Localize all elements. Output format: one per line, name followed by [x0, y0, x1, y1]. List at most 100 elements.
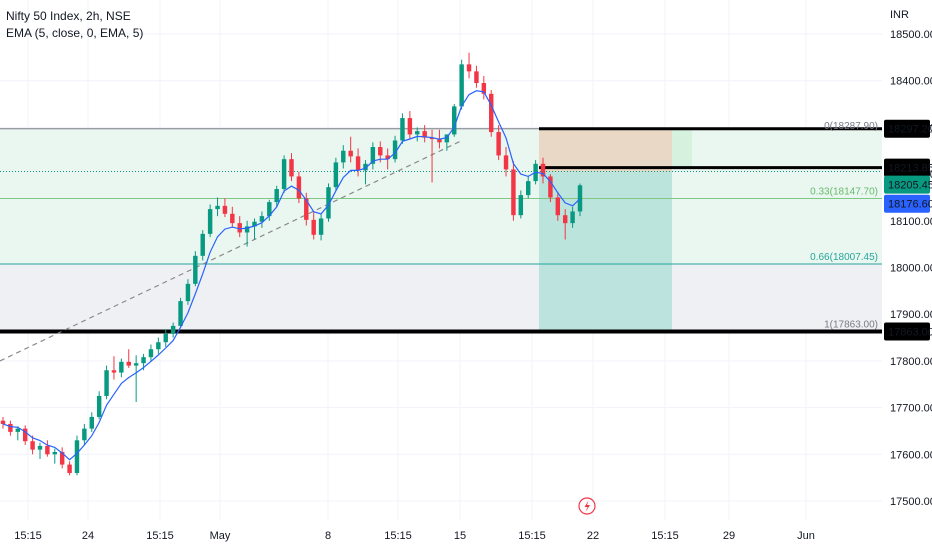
x-tick-label: 29 [723, 530, 735, 542]
candle-body[interactable] [444, 134, 450, 143]
candle-body[interactable] [67, 464, 72, 473]
candle-body[interactable] [148, 349, 154, 358]
y-tick-label: 17600.00 [890, 449, 932, 461]
candle-body[interactable] [82, 428, 87, 441]
candle-body[interactable] [215, 205, 220, 210]
candle-body[interactable] [341, 150, 346, 163]
candle-body[interactable] [37, 445, 43, 450]
candle-body[interactable] [481, 83, 487, 94]
candle-body[interactable] [74, 440, 80, 473]
candle-body[interactable] [489, 93, 494, 133]
candle-body[interactable] [30, 441, 35, 450]
trend-line[interactable] [0, 140, 461, 362]
price-label-level-1: 18297.20 [888, 124, 932, 136]
candle-body[interactable] [281, 159, 287, 190]
candle-body[interactable] [259, 216, 265, 222]
candle-body[interactable] [104, 370, 109, 396]
candle-body[interactable] [59, 451, 65, 465]
candle-body[interactable] [540, 163, 546, 177]
price-label-level-2-bg [884, 158, 930, 177]
candle-body[interactable] [496, 132, 501, 156]
candle-body[interactable] [407, 118, 413, 135]
price-label-level-3-bg [884, 175, 930, 194]
price-label-current: 18176.60 [888, 199, 932, 211]
candle-body[interactable] [415, 131, 420, 135]
candle-body[interactable] [562, 215, 568, 224]
price-label-level-1-bg [884, 119, 930, 138]
candle-body[interactable] [466, 64, 472, 72]
candle-body[interactable] [289, 159, 294, 177]
candle-body[interactable] [525, 181, 531, 196]
candle-body[interactable] [207, 209, 213, 234]
candle-body[interactable] [193, 255, 198, 284]
candle-body[interactable] [156, 342, 161, 350]
candle-body[interactable] [267, 202, 272, 217]
candle-body[interactable] [96, 395, 102, 417]
candle-body[interactable] [385, 155, 390, 160]
candle-body[interactable] [422, 131, 427, 138]
candle-body[interactable] [222, 205, 228, 214]
candle-body[interactable] [22, 428, 28, 442]
candle-body[interactable] [237, 223, 242, 233]
candle-body[interactable] [511, 169, 516, 216]
candle-body[interactable] [230, 213, 235, 224]
y-tick-label: 17500.00 [890, 496, 932, 508]
candle-body[interactable] [170, 325, 176, 334]
x-tick-label: Jun [797, 530, 815, 542]
candle-body[interactable] [370, 147, 376, 164]
candle-body[interactable] [311, 219, 316, 235]
candle-body[interactable] [178, 301, 183, 326]
position-stop-zone[interactable] [539, 128, 672, 172]
candle-body[interactable] [577, 185, 583, 212]
candle-body[interactable] [392, 140, 398, 160]
candle-body[interactable] [452, 106, 457, 135]
candle-body[interactable] [89, 416, 94, 429]
candle-body[interactable] [126, 361, 131, 366]
fib-zone-lower [0, 264, 882, 332]
candle-body[interactable] [244, 226, 250, 233]
candle-body[interactable] [570, 211, 575, 224]
candle-body[interactable] [363, 163, 368, 171]
candle-body[interactable] [378, 147, 383, 156]
x-tick-label: 15:15 [14, 530, 42, 542]
candle-body[interactable] [141, 357, 146, 364]
candle-body[interactable] [274, 189, 279, 203]
candle-body[interactable] [548, 176, 553, 198]
ema-line[interactable] [2, 90, 581, 461]
candle-body[interactable] [555, 197, 561, 216]
candle-body[interactable] [459, 64, 464, 107]
candle-body[interactable] [429, 137, 435, 140]
candle-body[interactable] [111, 370, 117, 373]
candle-body[interactable] [163, 333, 168, 343]
fib-label-3: 1(17863.00) [824, 319, 878, 330]
candle-body[interactable] [52, 451, 58, 455]
candle-body[interactable] [200, 233, 205, 256]
candle-body[interactable] [119, 361, 124, 373]
candle-body[interactable] [0, 420, 6, 424]
candle-body[interactable] [8, 423, 13, 432]
candle-body[interactable] [503, 155, 509, 170]
candle-body[interactable] [45, 445, 50, 455]
y-tick-label: 17700.00 [890, 403, 932, 415]
candle-body[interactable] [326, 187, 331, 219]
candle-body[interactable] [355, 156, 361, 171]
position-target-zone[interactable] [539, 171, 672, 332]
candle-body[interactable] [15, 428, 21, 432]
symbol-title[interactable]: Nifty 50 Index, 2h, NSE [6, 9, 131, 23]
candle-body[interactable] [133, 363, 139, 366]
ema-indicator-label[interactable]: EMA (5, close, 0, EMA, 5) [6, 26, 144, 40]
candle-body[interactable] [474, 71, 479, 84]
candle-body[interactable] [400, 118, 405, 141]
candle-body[interactable] [437, 139, 442, 143]
price-label-level-3: 18205.45 [888, 180, 932, 192]
candle-body[interactable] [304, 198, 309, 220]
candle-body[interactable] [296, 176, 302, 199]
candle-body[interactable] [333, 162, 339, 188]
candle-body[interactable] [185, 283, 191, 302]
candle-body[interactable] [518, 195, 524, 216]
price-axis[interactable] [882, 0, 932, 550]
candle-body[interactable] [348, 150, 353, 157]
candle-body[interactable] [252, 221, 257, 227]
candle-body[interactable] [318, 218, 324, 235]
